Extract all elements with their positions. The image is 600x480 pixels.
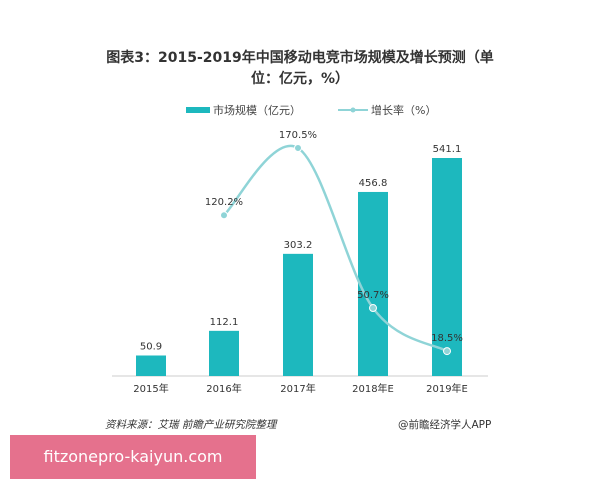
growth-label: 50.7%: [357, 290, 389, 301]
legend-swatch-line: [338, 107, 368, 113]
watermark-banner: fitzonepro-kaiyun.com: [10, 435, 256, 479]
bar-label: 456.8: [359, 178, 388, 189]
growth-label: 18.5%: [431, 333, 463, 344]
x-tick-label: 2015年: [133, 382, 168, 395]
x-tick-label: 2017年: [280, 382, 315, 395]
legend-item-growth-rate: 增长率（%）: [338, 102, 436, 118]
legend-label: 增长率（%）: [371, 104, 437, 117]
bar-label: 541.1: [433, 144, 462, 155]
growth-point: [294, 144, 302, 152]
bar-label: 50.9: [140, 341, 162, 352]
x-tick-label: 2016年: [206, 382, 241, 395]
credit: @前瞻经济学人APP: [398, 419, 492, 431]
x-tick-label: 2019年E: [426, 382, 468, 395]
chart-title: 图表3：2015-2019年中国移动电竞市场规模及增长预测（单位：亿元，%）: [106, 50, 494, 87]
bar-label: 303.2: [284, 240, 313, 251]
growth-point: [369, 304, 377, 313]
bar: [209, 330, 239, 376]
growth-point: [443, 347, 451, 356]
bar: [358, 191, 388, 376]
bar-label: 112.1: [210, 317, 239, 328]
growth-label: 170.5%: [279, 130, 317, 141]
bar: [136, 355, 166, 376]
legend-swatch-bar: [186, 107, 210, 113]
legend-label: 市场规模（亿元）: [213, 104, 301, 117]
legend-item-market-size: 市场规模（亿元）: [186, 102, 301, 118]
growth-line: [223, 144, 448, 353]
bar: [432, 158, 462, 376]
bar: [283, 253, 313, 376]
growth-label: 120.2%: [205, 197, 243, 208]
x-tick-label: 2018年E: [352, 382, 394, 395]
growth-point: [220, 211, 228, 220]
source-note: 资料来源：艾瑞 前瞻产业研究院整理: [105, 419, 277, 431]
